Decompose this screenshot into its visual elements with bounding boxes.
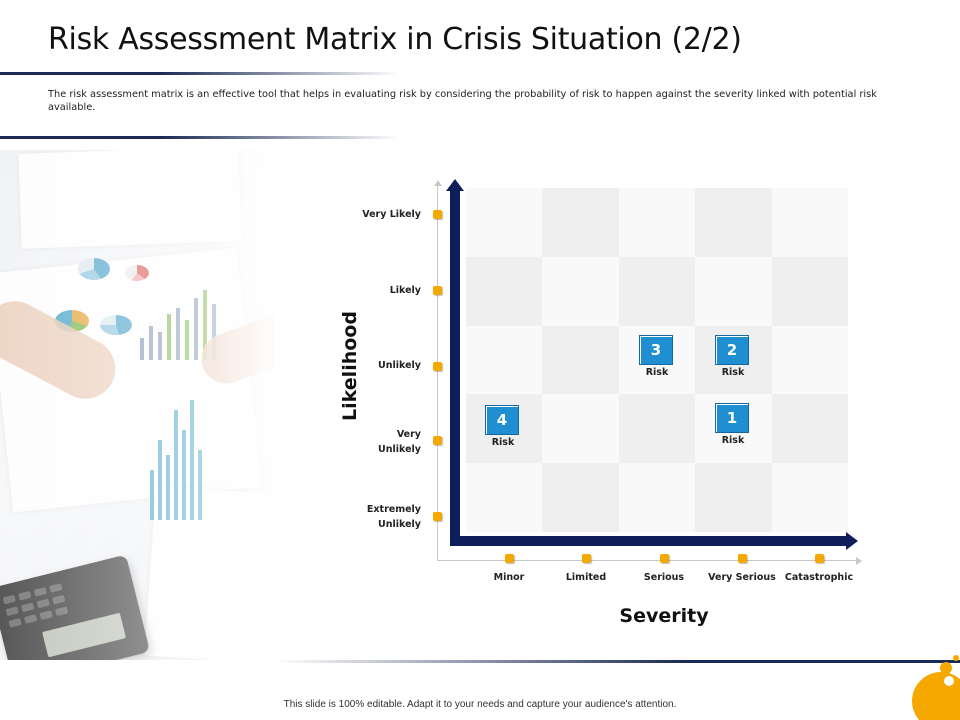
matrix-cell [618,256,696,326]
risk-item-3: 3 Risk [639,335,675,378]
severity-axis-title: Severity [619,605,709,627]
risk-item-4: 4 Risk [485,405,521,448]
risk-label: Risk [491,437,515,448]
risk-item-2: 2 Risk [715,335,751,378]
matrix-cell [542,463,619,532]
matrix-cell [771,463,848,532]
severity-label: Very Serious [708,572,776,583]
matrix-cell [771,188,848,257]
likelihood-axis [450,190,460,546]
severity-marker [582,554,591,563]
matrix-cell [466,188,543,257]
matrix-cell [771,325,848,395]
risk-number-badge: 3 [639,335,673,365]
likelihood-marker [433,286,442,295]
severity-marker [505,554,514,563]
likelihood-label: Extremely Unlikely [366,504,421,530]
severity-label: Limited [565,572,607,583]
business-photo [0,150,275,660]
arrow-right-icon [846,532,858,550]
footer-divider [275,660,960,663]
slide-title: Risk Assessment Matrix in Crisis Situati… [48,22,742,57]
severity-label: Serious [643,572,685,583]
likelihood-marker [433,362,442,371]
likelihood-label: Very Likely [362,209,421,220]
likelihood-label: Unlikely [378,360,421,371]
decorative-dot-icon [940,662,952,674]
x-guide-arrow-icon [856,557,862,565]
matrix-cell [466,325,543,395]
title-divider [0,72,400,75]
severity-axis [450,536,848,546]
description-divider [0,136,400,139]
likelihood-axis-title: Likelihood [339,311,361,421]
y-guide-arrow-icon [434,180,442,186]
slide-description: The risk assessment matrix is an effecti… [48,89,877,113]
risk-number-badge: 2 [715,335,749,365]
risk-number-badge: 4 [485,405,519,435]
likelihood-label: Likely [389,285,421,296]
matrix-cell [542,325,619,395]
matrix-cell [771,256,848,326]
likelihood-marker [433,210,442,219]
risk-label: Risk [721,367,745,378]
severity-label: Minor [493,572,525,583]
matrix-cell [695,256,772,326]
likelihood-label: Very Unlikely [378,429,421,455]
matrix-cell [618,463,696,532]
severity-marker [815,554,824,563]
matrix-cell [695,463,772,532]
y-guide-line [437,184,438,560]
matrix-cell [618,394,696,464]
matrix-cell [695,188,772,257]
matrix-cell [466,256,543,326]
matrix-cell [466,463,543,532]
decorative-dot-icon [944,676,954,686]
matrix-cell [771,394,848,464]
matrix-cell [542,256,619,326]
matrix-cell [542,394,619,464]
severity-marker [660,554,669,563]
x-guide-line [437,560,857,561]
risk-matrix-grid [466,188,848,532]
severity-label: Catastrophic [784,572,854,583]
likelihood-marker [433,436,442,445]
risk-item-1: 1 Risk [715,403,751,446]
decorative-dot-icon [953,655,959,661]
risk-number-badge: 1 [715,403,749,433]
risk-label: Risk [645,367,669,378]
likelihood-marker [433,512,442,521]
matrix-cell [618,188,696,257]
severity-marker [738,554,747,563]
matrix-cell [542,188,619,257]
arrow-up-icon [446,179,464,191]
footer-note: This slide is 100% editable. Adapt it to… [283,699,677,710]
risk-label: Risk [721,435,745,446]
